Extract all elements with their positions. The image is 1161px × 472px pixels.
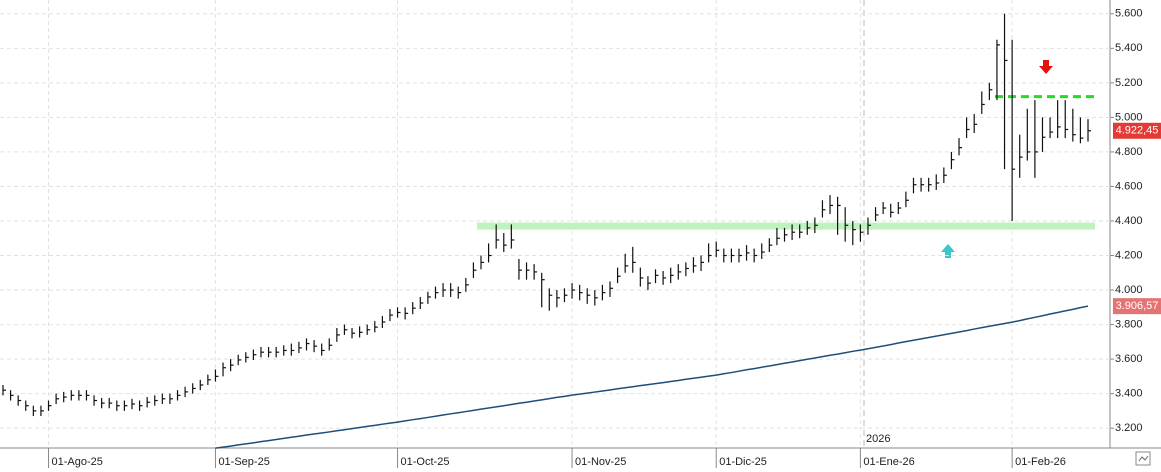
y-tick-label: 3.200	[1115, 422, 1143, 434]
y-tick-label: 5.200	[1115, 77, 1143, 89]
x-tick-label: 01-Oct-25	[401, 456, 450, 468]
y-tick-label: 5.600	[1115, 8, 1143, 20]
x-tick-label: 01-Feb-26	[1015, 456, 1066, 468]
settings-icon-glyph	[1138, 455, 1149, 462]
y-tick-label: 4.600	[1115, 180, 1143, 192]
y-tick-label: 4.800	[1115, 146, 1143, 158]
year-label: 2026	[866, 433, 890, 445]
y-tick-label: 3.400	[1115, 388, 1143, 400]
y-tick-label: 4.000	[1115, 284, 1143, 296]
up-arrow	[941, 244, 955, 258]
down-arrow	[1039, 60, 1053, 74]
ma-price-tag-label: 3.906,57	[1116, 300, 1159, 312]
x-tick-label: 01-Sep-25	[218, 456, 269, 468]
y-tick-label: 3.800	[1115, 318, 1143, 330]
y-tick-label: 5.000	[1115, 111, 1143, 123]
y-tick-label: 5.400	[1115, 42, 1143, 54]
x-tick-label: 01-Ago-25	[52, 456, 103, 468]
y-tick-label: 3.600	[1115, 353, 1143, 365]
x-tick-label: 01-Dic-25	[719, 456, 767, 468]
y-tick-label: 4.400	[1115, 215, 1143, 227]
moving-average	[215, 305, 1089, 449]
ma-price-tag	[1113, 298, 1161, 315]
last-price-tag-label: 4.922,45	[1116, 125, 1159, 137]
last-price-tag	[1113, 122, 1161, 139]
y-tick-label: 4.200	[1115, 249, 1143, 261]
x-tick-label: 01-Ene-26	[863, 456, 914, 468]
x-tick-label: 01-Nov-25	[575, 456, 626, 468]
